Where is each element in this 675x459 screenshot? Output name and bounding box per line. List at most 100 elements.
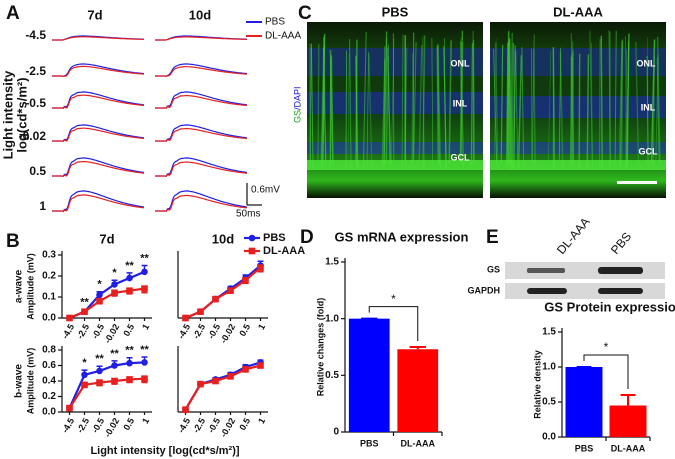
x-tick-label: 1: [256, 322, 267, 331]
y-tick-label: 1.5: [325, 257, 339, 268]
glial-fiber: [531, 34, 535, 162]
point: [227, 287, 234, 294]
glial-fiber: [460, 41, 465, 170]
y-tick-label: 0.6: [42, 360, 56, 371]
layer-label: GCL: [639, 146, 659, 156]
x-tick-label: -2.5: [75, 322, 91, 340]
band: [527, 268, 565, 273]
glial-fiber: [591, 42, 593, 170]
chart-title: 7d: [99, 231, 114, 246]
point: [126, 359, 133, 367]
glial-fiber: [401, 34, 404, 168]
point: [81, 371, 88, 379]
stain-label: GS: [292, 110, 302, 123]
lane-label: PBS: [608, 230, 634, 257]
error-bar: [409, 346, 426, 350]
y-tick-label: 1.5: [542, 327, 556, 338]
y-tick-label: 0.3: [42, 250, 56, 261]
glial-fiber: [317, 44, 320, 170]
point: [126, 287, 133, 294]
x-tick-label: DL-AAA: [611, 443, 646, 453]
trace: [155, 91, 248, 109]
significance: *: [97, 279, 102, 291]
trace: [52, 63, 145, 78]
nuclear-layer: [490, 142, 666, 154]
series-line: [184, 364, 261, 411]
point: [212, 377, 219, 385]
glial-fiber: [436, 45, 441, 165]
glial-fiber: [508, 59, 511, 170]
bar: [348, 318, 390, 432]
y-tick-label: 0.1: [42, 292, 56, 303]
layer-label: INL: [453, 98, 468, 108]
glial-fiber: [404, 47, 408, 167]
glial-fiber: [413, 42, 417, 162]
point: [242, 276, 249, 284]
series-line: [68, 361, 145, 409]
blot: [505, 262, 665, 279]
glial-fiber: [548, 50, 552, 162]
x-tick-label: 1: [256, 416, 267, 425]
panel-letter: E: [486, 227, 499, 248]
band: [527, 288, 567, 294]
glial-fiber: [355, 39, 358, 162]
glial-fiber: [598, 38, 601, 170]
point: [96, 291, 103, 299]
endfeet: [307, 160, 483, 170]
significance: *: [391, 292, 396, 306]
significance: *: [604, 340, 609, 354]
glial-fiber: [506, 42, 509, 167]
y-tick-label: 0.0: [542, 432, 556, 443]
y-label: log(cd*s/m²): [14, 77, 29, 152]
legend-swatch: [248, 247, 256, 255]
glial-fiber: [322, 34, 326, 168]
x-tick-label: -2.5: [191, 416, 207, 434]
trace: [155, 36, 247, 41]
legend-label: DL-AAA: [263, 245, 305, 257]
point: [81, 381, 88, 389]
y-tick-label: 0.5: [325, 370, 339, 381]
intensity-label: 1: [39, 199, 46, 213]
point: [182, 314, 189, 322]
x-tick-label: -0.02: [102, 322, 121, 345]
band-label: GS: [487, 264, 500, 274]
x-tick-label: -4.5: [60, 416, 76, 434]
glial-fiber: [310, 47, 312, 165]
glial-fiber: [517, 55, 523, 170]
glial-fiber: [624, 49, 627, 170]
glial-fiber: [347, 53, 350, 162]
point: [197, 380, 204, 388]
glial-fiber: [421, 36, 425, 169]
y-tick-label: 0.0: [42, 407, 56, 418]
nuclear-layer: [307, 48, 483, 76]
glial-fiber: [646, 56, 649, 165]
x-tick-label: -2.5: [191, 322, 207, 340]
condition-label: DL-AAA: [553, 4, 603, 19]
group-label: a-wave: [14, 269, 25, 303]
glial-fiber: [321, 35, 325, 164]
glial-fiber: [513, 45, 516, 168]
y-tick-label: 0.8: [42, 345, 56, 356]
trace: [52, 190, 145, 213]
x-tick-label: -2.5: [75, 416, 91, 434]
glial-fiber: [366, 51, 370, 165]
point: [257, 362, 264, 369]
point: [96, 367, 103, 375]
glial-fiber: [443, 38, 446, 166]
point: [126, 376, 133, 383]
point: [111, 289, 118, 297]
band: [598, 267, 643, 274]
trace: [52, 160, 145, 178]
scale-label: 50ms: [236, 209, 260, 220]
chart-title: 10d: [212, 231, 234, 246]
x-tick-label: PBS: [360, 438, 379, 448]
y-tick-label: 0.0: [42, 313, 56, 324]
legend-swatch: [248, 234, 256, 242]
trace: [52, 194, 145, 213]
trace: [52, 94, 145, 109]
glial-fiber: [448, 40, 452, 165]
trace: [155, 161, 248, 177]
panel-letter: C: [298, 3, 312, 24]
trace: [155, 124, 248, 142]
glial-fiber: [418, 44, 423, 163]
